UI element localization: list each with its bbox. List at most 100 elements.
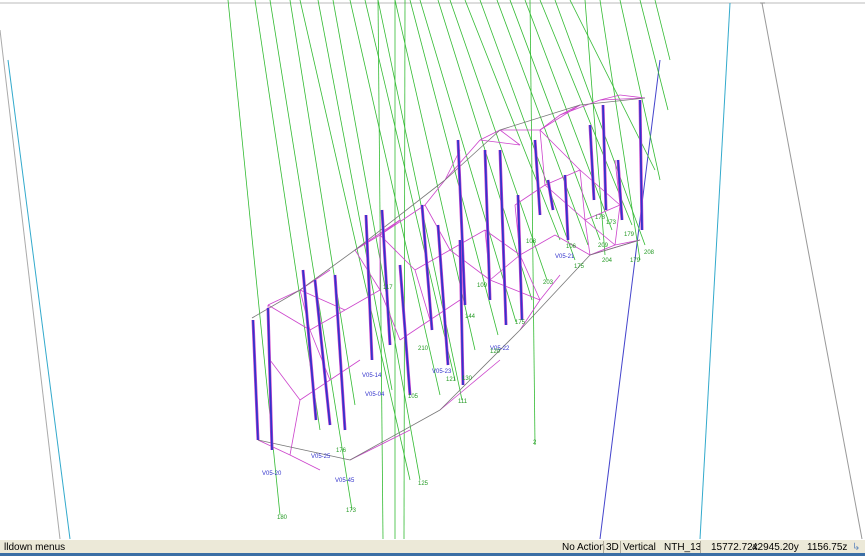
id-label: 173: [346, 508, 357, 514]
drillhole-label: V05-23: [432, 369, 452, 375]
mesh-frame-edge: [519, 254, 591, 331]
status-coord-y: 42945.20y: [752, 542, 799, 553]
drill-trace: [539, 0, 633, 226]
id-label: 176: [336, 448, 347, 454]
drillhole-label: V05-04: [365, 392, 385, 398]
drillhole-3d-scene[interactable]: V05-20 V05-25 V05-45 V05-14 V05-04 V05-23 V05-…: [0, 0, 865, 539]
mesh-edge: [584, 219, 616, 246]
mesh-edge: [449, 249, 491, 281]
mesh-frame-edge: [499, 104, 581, 131]
id-label: 109: [477, 283, 488, 289]
frame-line: [699, 2, 731, 539]
mesh-edge: [559, 99, 601, 116]
drill-trace: [403, 0, 406, 539]
mesh-edge: [289, 454, 321, 471]
drill-trace: [332, 0, 421, 481]
mesh-frame-edge: [299, 249, 356, 291]
frame-line: [761, 2, 863, 539]
mesh-edge: [554, 234, 591, 256]
mesh-frame-edge: [444, 129, 501, 181]
drillhole-segment: [547, 179, 554, 211]
id-label: 209: [598, 243, 609, 249]
mesh-edge: [414, 269, 431, 321]
id-label: 173: [606, 220, 617, 226]
drillhole-segment: [639, 99, 643, 231]
status-orientation: Vertical: [623, 542, 656, 553]
mesh-frame-edge: [354, 179, 446, 251]
drillhole-segment: [602, 104, 607, 211]
drill-trace: [409, 0, 499, 336]
status-divider: [603, 541, 604, 555]
mesh-edge: [309, 329, 331, 381]
mesh-edge: [439, 384, 471, 411]
status-hint: lldown menus: [4, 542, 66, 553]
mesh-edge: [499, 129, 521, 146]
drill-trace: [419, 0, 517, 323]
drill-trace: [377, 0, 384, 539]
mesh-frame-edge: [257, 439, 351, 461]
id-label: 175: [574, 264, 585, 270]
id-label: 203: [543, 280, 554, 286]
mesh-edge: [584, 204, 621, 221]
id-label: 210: [418, 346, 429, 352]
drillhole-segment: [252, 319, 259, 441]
id-label: 179: [630, 258, 641, 264]
sync-icon[interactable]: ↳: [852, 542, 861, 553]
drillhole-segment: [302, 269, 317, 421]
mesh-edge: [267, 304, 311, 331]
mesh-edge: [514, 184, 546, 206]
drillhole-segment: [399, 264, 411, 396]
drillhole-segment: [617, 159, 623, 221]
drill-trace: [654, 0, 671, 61]
drillhole-segment: [365, 214, 373, 361]
mesh-edge: [309, 309, 346, 331]
drillhole-segment: [564, 174, 569, 241]
mesh-edge: [544, 169, 581, 186]
mesh-edge: [539, 104, 581, 131]
id-label: 144: [465, 314, 476, 320]
drill-trace: [619, 0, 661, 181]
status-bar: lldown menus No Action 3D Vertical NTH_1…: [0, 539, 865, 556]
mesh-frame-edge: [251, 289, 301, 319]
drill-trace: [524, 0, 613, 231]
id-label: 108: [526, 239, 537, 245]
drill-trace: [289, 0, 356, 406]
mesh-edge: [599, 94, 621, 101]
drillhole-label: V05-21: [555, 254, 575, 260]
taskbar-strip: [0, 553, 865, 556]
mesh-edge: [579, 169, 586, 221]
mesh-edge: [329, 359, 361, 381]
frame-line: [7, 59, 71, 539]
drill-trace: [449, 0, 548, 281]
id-label: 178: [595, 215, 606, 221]
id-label: 179: [624, 232, 635, 238]
status-coord-z: 1156.75z: [807, 542, 848, 553]
mesh-edge: [269, 359, 301, 401]
mesh-edge: [539, 129, 581, 171]
mesh-edge: [539, 129, 546, 186]
drill-trace: [569, 0, 656, 171]
status-action: No Action: [562, 542, 605, 553]
frame-lines: [0, 2, 865, 539]
drill-trace: [364, 0, 456, 381]
mesh-edge: [379, 289, 401, 341]
mesh-edge: [354, 219, 401, 251]
mesh-edge: [379, 204, 426, 236]
mesh-edge: [614, 204, 621, 246]
mesh-edge: [344, 289, 381, 311]
mesh-edge: [449, 229, 486, 251]
drillhole-segment: [534, 139, 541, 216]
frame-line: [599, 59, 661, 539]
drillhole-segment: [499, 149, 507, 326]
drillhole-segment: [459, 239, 464, 386]
id-label: 111: [458, 399, 468, 405]
id-label: 120: [490, 349, 501, 355]
status-divider: [620, 541, 621, 555]
mesh-edge: [379, 234, 416, 271]
id-label: 204: [602, 258, 613, 264]
id-labels: 180 176 173 125 117 210 121 111 105 109 175 120 108 2…: [277, 215, 655, 521]
id-label: 105: [408, 394, 419, 400]
mesh-frame-edge: [439, 329, 521, 411]
3d-viewport[interactable]: V05-20 V05-25 V05-45 V05-14 V05-04 V05-23 V05-…: [0, 0, 865, 539]
drillhole-segment: [334, 274, 346, 431]
